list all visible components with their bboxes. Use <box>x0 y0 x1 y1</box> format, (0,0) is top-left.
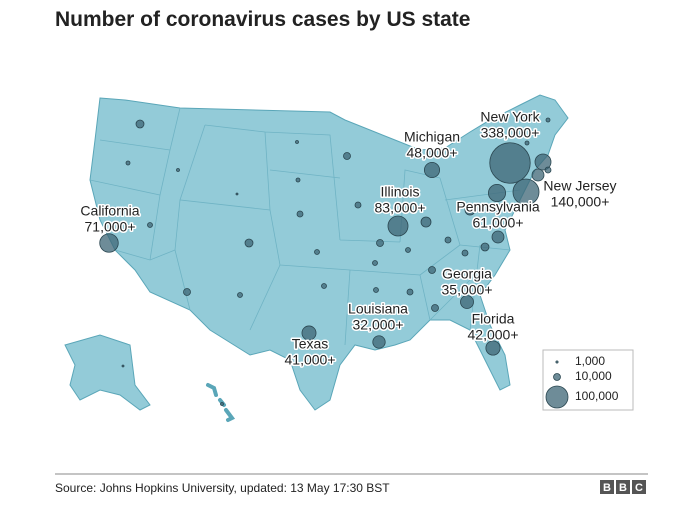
source: Source: Johns Hopkins University, update… <box>55 481 390 495</box>
bubble <box>423 161 441 179</box>
case-count: 71,000+ <box>85 219 136 235</box>
bubble <box>343 152 351 160</box>
legend-label: 1,000 <box>575 354 605 368</box>
logo-block <box>616 480 630 494</box>
bubble <box>135 119 145 129</box>
legend-bubble <box>545 385 569 409</box>
title: Number of coronavirus cases by US state <box>55 8 470 31</box>
bubble <box>491 230 505 244</box>
hawaii <box>206 383 236 422</box>
legend-bubble <box>555 360 559 364</box>
state-name: Pennsylvania <box>456 199 539 215</box>
state-name: California <box>80 203 139 219</box>
bubble <box>489 142 531 184</box>
bubble <box>314 249 320 255</box>
bubble <box>406 288 414 296</box>
bubble <box>372 260 378 266</box>
case-count: 48,000+ <box>407 145 458 161</box>
bubble <box>321 283 327 289</box>
logo-block <box>600 480 614 494</box>
bubble <box>485 340 501 356</box>
bubble <box>461 249 469 257</box>
logo-block <box>632 480 646 494</box>
bubble <box>480 242 490 252</box>
bubble <box>244 238 254 248</box>
logo-letter: C <box>635 482 643 494</box>
legend-label: 100,000 <box>575 389 619 403</box>
bubble <box>176 168 180 172</box>
bubble <box>444 236 452 244</box>
bubble <box>235 192 239 196</box>
labeled-bubbles <box>99 142 540 356</box>
state-name: Texas <box>292 336 329 352</box>
legend-label: 10,000 <box>575 369 612 383</box>
case-count: 42,000+ <box>468 327 519 343</box>
case-count: 32,000+ <box>353 317 404 333</box>
state-name: Florida <box>472 311 515 327</box>
us-map <box>64 94 569 422</box>
other-bubbles <box>121 117 552 406</box>
bubble <box>376 239 384 247</box>
bubble <box>460 295 474 309</box>
bubble <box>373 287 379 293</box>
logo-letter: B <box>603 482 611 494</box>
state-borders <box>89 107 521 346</box>
bubble <box>237 292 243 298</box>
bubble <box>524 140 530 146</box>
case-count: 83,000+ <box>375 200 426 216</box>
bubble <box>534 153 552 171</box>
bubble <box>295 177 301 183</box>
bubble <box>420 216 432 228</box>
bubble <box>545 117 551 123</box>
bubble <box>405 247 411 253</box>
bubble <box>147 222 153 228</box>
bubble <box>544 166 552 174</box>
state-name: Michigan <box>404 129 460 145</box>
case-count: 140,000+ <box>551 194 610 210</box>
bubble <box>464 204 476 216</box>
bubble <box>488 184 506 202</box>
bubble <box>354 201 362 209</box>
bubble <box>372 335 386 349</box>
bubble <box>301 325 317 341</box>
state-name: Illinois <box>381 184 420 200</box>
bubble <box>296 210 304 218</box>
alaska <box>64 334 151 411</box>
bubble <box>99 233 119 253</box>
state-name: New Jersey <box>543 178 616 194</box>
contiguous-us <box>89 94 569 411</box>
bubble <box>428 266 436 274</box>
state-name: Georgia <box>442 266 492 282</box>
bubble <box>121 364 125 368</box>
bubble <box>387 215 409 237</box>
bubble <box>431 304 439 312</box>
bubble <box>512 178 540 206</box>
case-count: 35,000+ <box>442 282 493 298</box>
bubble <box>125 160 131 166</box>
state-name: New York <box>480 109 540 125</box>
bubble <box>183 288 191 296</box>
case-count: 61,000+ <box>473 215 524 231</box>
legend-bubble <box>553 373 561 381</box>
bubble <box>531 168 545 182</box>
state-name: Louisiana <box>348 301 408 317</box>
bubble <box>295 140 299 144</box>
bubble <box>220 402 224 406</box>
case-count: 338,000+ <box>481 125 540 141</box>
case-count: 41,000+ <box>285 352 336 368</box>
logo-letter: B <box>619 482 627 494</box>
